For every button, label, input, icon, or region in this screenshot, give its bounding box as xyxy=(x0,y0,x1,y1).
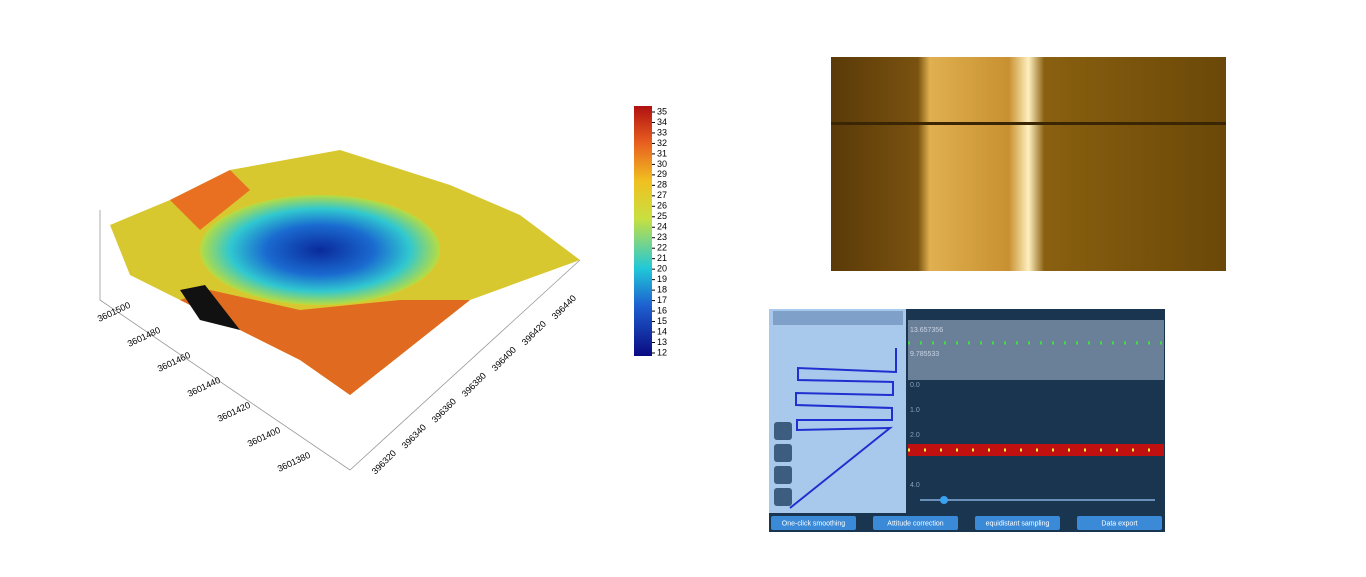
depth-tick-label: 1.0 xyxy=(910,407,920,414)
action-button-label: One-click smoothing xyxy=(782,520,846,527)
upper-plot xyxy=(908,320,1164,380)
colorbar-tick-label: 25 xyxy=(657,211,667,221)
colorbar-tick-label: 26 xyxy=(657,201,667,211)
colorbar-tick-label: 20 xyxy=(657,264,667,274)
colorbar-tick-label: 17 xyxy=(657,295,667,305)
upper-value: 13.657356 xyxy=(910,327,943,334)
tool-button[interactable] xyxy=(774,488,792,506)
sonar-seam xyxy=(831,122,1226,125)
sonar-image xyxy=(831,57,1226,271)
y-axis-tick-label: 3601440 xyxy=(186,375,222,399)
track xyxy=(789,348,897,509)
colorbar-tick-label: 23 xyxy=(657,232,667,242)
colorbar-tick-label: 34 xyxy=(657,117,667,127)
colorbar-tick-label: 24 xyxy=(657,222,667,232)
colorbar-tick-label: 19 xyxy=(657,274,667,284)
action-button[interactable] xyxy=(1077,516,1162,530)
colorbar-tick-label: 35 xyxy=(657,106,667,116)
x-axis-tick-label: 396420 xyxy=(520,319,548,347)
y-axis-tick-label: 3601400 xyxy=(246,425,282,449)
delete-button[interactable] xyxy=(774,466,792,484)
y-axis-tick-label: 3601460 xyxy=(156,350,192,374)
colorbar-tick-label: 27 xyxy=(657,190,667,200)
timeline-handle[interactable] xyxy=(940,496,948,504)
colorbar-tick-label: 29 xyxy=(657,169,667,179)
x-axis-tick-label: 396320 xyxy=(370,448,398,476)
upper-value: 9.785533 xyxy=(910,351,939,358)
y-axis-tick-label: 3601420 xyxy=(216,400,252,424)
x-axis-tick-label: 396380 xyxy=(460,371,488,399)
colorbar-tick-label: 13 xyxy=(657,337,667,347)
terrain-plot xyxy=(99,106,652,471)
x-axis-tick-label: 396400 xyxy=(490,345,518,373)
colorbar xyxy=(634,106,652,356)
colorbar-tick-label: 18 xyxy=(657,285,667,295)
depth-tick-label: 2.0 xyxy=(910,432,920,439)
y-axis-tick-label: 3601480 xyxy=(126,325,162,349)
colorbar-tick-label: 32 xyxy=(657,138,667,148)
depth-tick-label: 4.0 xyxy=(910,482,920,489)
colorbar-tick-label: 33 xyxy=(657,127,667,137)
colorbar-tick-label: 15 xyxy=(657,316,667,326)
x-axis-tick-label: 396360 xyxy=(430,396,458,424)
colorbar-tick-label: 31 xyxy=(657,148,667,158)
basin xyxy=(200,195,440,305)
colorbar-tick-label: 21 xyxy=(657,253,667,263)
action-button-label: Data export xyxy=(1101,520,1137,527)
action-button-label: equidistant sampling xyxy=(986,520,1050,527)
y-axis-tick-label: 3601500 xyxy=(96,300,132,324)
undo-button[interactable] xyxy=(774,422,792,440)
x-axis-tick-label: 396340 xyxy=(400,422,428,450)
action-button[interactable] xyxy=(975,516,1060,530)
map-toolbar xyxy=(773,311,903,325)
colorbar-tick-label: 30 xyxy=(657,159,667,169)
colorbar-tick-label: 22 xyxy=(657,243,667,253)
colorbar-tick-label: 14 xyxy=(657,326,667,336)
action-button-label: Attitude correction xyxy=(887,520,944,527)
colorbar-tick-label: 12 xyxy=(657,347,667,357)
depth-tick-label: 0.0 xyxy=(910,382,920,389)
action-button[interactable] xyxy=(873,516,958,530)
action-button[interactable] xyxy=(771,516,856,530)
surface-shadow xyxy=(180,285,240,330)
y-axis-tick-label: 3601380 xyxy=(276,450,312,474)
ridge xyxy=(170,170,250,230)
surface-front xyxy=(180,290,470,395)
redo-button[interactable] xyxy=(774,444,792,462)
axis-frame xyxy=(99,210,581,471)
x-axis-tick-label: 396440 xyxy=(550,293,578,321)
colorbar-tick-label: 28 xyxy=(657,180,667,190)
colorbar-tick-label: 16 xyxy=(657,305,667,315)
